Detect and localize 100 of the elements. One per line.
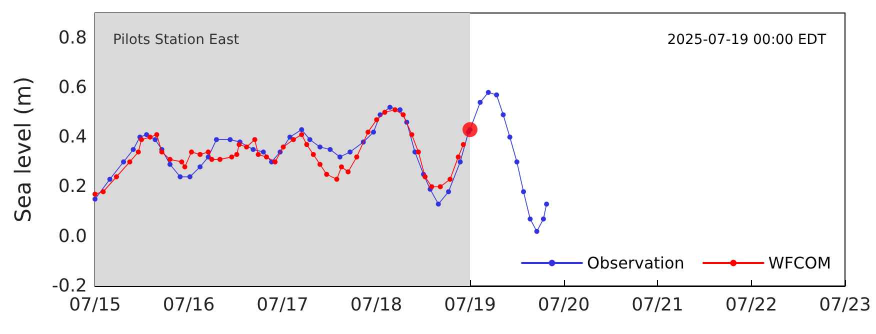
y-tick-label: -0.2 bbox=[52, 276, 87, 296]
point bbox=[130, 147, 136, 152]
point bbox=[462, 122, 478, 138]
point bbox=[422, 174, 428, 180]
y-tick-label: 0.2 bbox=[58, 176, 87, 198]
point bbox=[287, 134, 292, 140]
point bbox=[159, 149, 164, 154]
point bbox=[107, 176, 112, 182]
point bbox=[382, 110, 388, 115]
point bbox=[478, 100, 483, 105]
point bbox=[500, 112, 506, 118]
point bbox=[179, 159, 184, 164]
x-tick-label: 07/15 bbox=[69, 294, 121, 316]
point bbox=[374, 117, 380, 122]
point bbox=[307, 137, 312, 142]
point bbox=[338, 164, 344, 170]
point bbox=[264, 154, 269, 160]
x-tick-label: 07/22 bbox=[725, 294, 778, 316]
annotation: 2025-07-19 00:00 EDT bbox=[667, 32, 826, 48]
point bbox=[138, 137, 144, 142]
point bbox=[416, 149, 421, 154]
point bbox=[229, 154, 234, 160]
point bbox=[318, 144, 322, 150]
y-tick-label: 0.4 bbox=[58, 126, 87, 148]
point bbox=[324, 172, 330, 177]
point bbox=[244, 144, 250, 150]
point bbox=[152, 137, 158, 142]
point bbox=[252, 137, 258, 142]
point bbox=[290, 137, 296, 142]
point bbox=[168, 156, 172, 162]
x-tick-label: 07/23 bbox=[819, 294, 871, 316]
point bbox=[198, 164, 203, 170]
point bbox=[148, 134, 153, 140]
x-tick-label: 07/18 bbox=[350, 294, 402, 316]
point bbox=[486, 90, 491, 95]
point bbox=[409, 132, 414, 138]
point bbox=[392, 107, 398, 112]
point bbox=[429, 184, 434, 190]
point bbox=[218, 156, 222, 162]
point bbox=[448, 176, 453, 182]
point bbox=[168, 162, 172, 167]
point bbox=[346, 169, 351, 174]
point bbox=[92, 192, 98, 197]
y-tick-label: 0.0 bbox=[58, 226, 87, 247]
point bbox=[540, 216, 546, 222]
point bbox=[436, 202, 441, 207]
point bbox=[310, 152, 316, 157]
point bbox=[507, 134, 512, 140]
point bbox=[534, 228, 540, 234]
point bbox=[256, 152, 261, 157]
point bbox=[299, 127, 304, 132]
legend-label: Observation bbox=[586, 254, 684, 272]
point bbox=[387, 104, 392, 110]
point bbox=[366, 130, 371, 135]
y-tick-label: 0.8 bbox=[58, 27, 87, 48]
point bbox=[272, 159, 278, 164]
point bbox=[328, 147, 333, 152]
point bbox=[250, 147, 256, 152]
point bbox=[456, 154, 461, 160]
point bbox=[260, 149, 266, 154]
point bbox=[544, 202, 550, 207]
point bbox=[114, 174, 119, 180]
x-tick-label: 07/20 bbox=[538, 294, 590, 316]
x-tick-label: 07/17 bbox=[256, 294, 308, 316]
point bbox=[494, 92, 500, 98]
point bbox=[209, 156, 214, 162]
point bbox=[334, 176, 340, 182]
point bbox=[299, 132, 304, 138]
point bbox=[214, 137, 219, 142]
point bbox=[206, 149, 211, 154]
point bbox=[121, 159, 126, 164]
x-tick-label: 07/16 bbox=[162, 294, 215, 316]
point bbox=[228, 137, 233, 142]
point bbox=[280, 144, 286, 150]
point bbox=[127, 159, 132, 164]
y-axis-title: Sea level (m) bbox=[12, 76, 36, 222]
point bbox=[182, 164, 188, 170]
x-tick-label: 07/19 bbox=[444, 294, 496, 316]
point bbox=[136, 149, 141, 154]
point bbox=[514, 159, 520, 164]
point bbox=[458, 159, 463, 164]
point bbox=[398, 107, 403, 112]
point bbox=[400, 112, 406, 118]
point bbox=[446, 189, 452, 194]
point bbox=[178, 174, 183, 180]
point bbox=[234, 152, 240, 157]
point bbox=[188, 149, 194, 154]
point bbox=[460, 142, 466, 148]
point bbox=[371, 130, 376, 135]
annotation: Pilots Station East bbox=[113, 32, 240, 48]
point bbox=[528, 216, 533, 222]
point bbox=[92, 196, 98, 202]
point bbox=[354, 154, 360, 160]
point bbox=[318, 162, 322, 167]
point bbox=[100, 189, 106, 194]
point bbox=[198, 152, 203, 157]
point bbox=[236, 142, 242, 148]
point bbox=[154, 132, 160, 138]
point bbox=[337, 154, 342, 160]
x-tick-label: 07/21 bbox=[632, 294, 684, 316]
